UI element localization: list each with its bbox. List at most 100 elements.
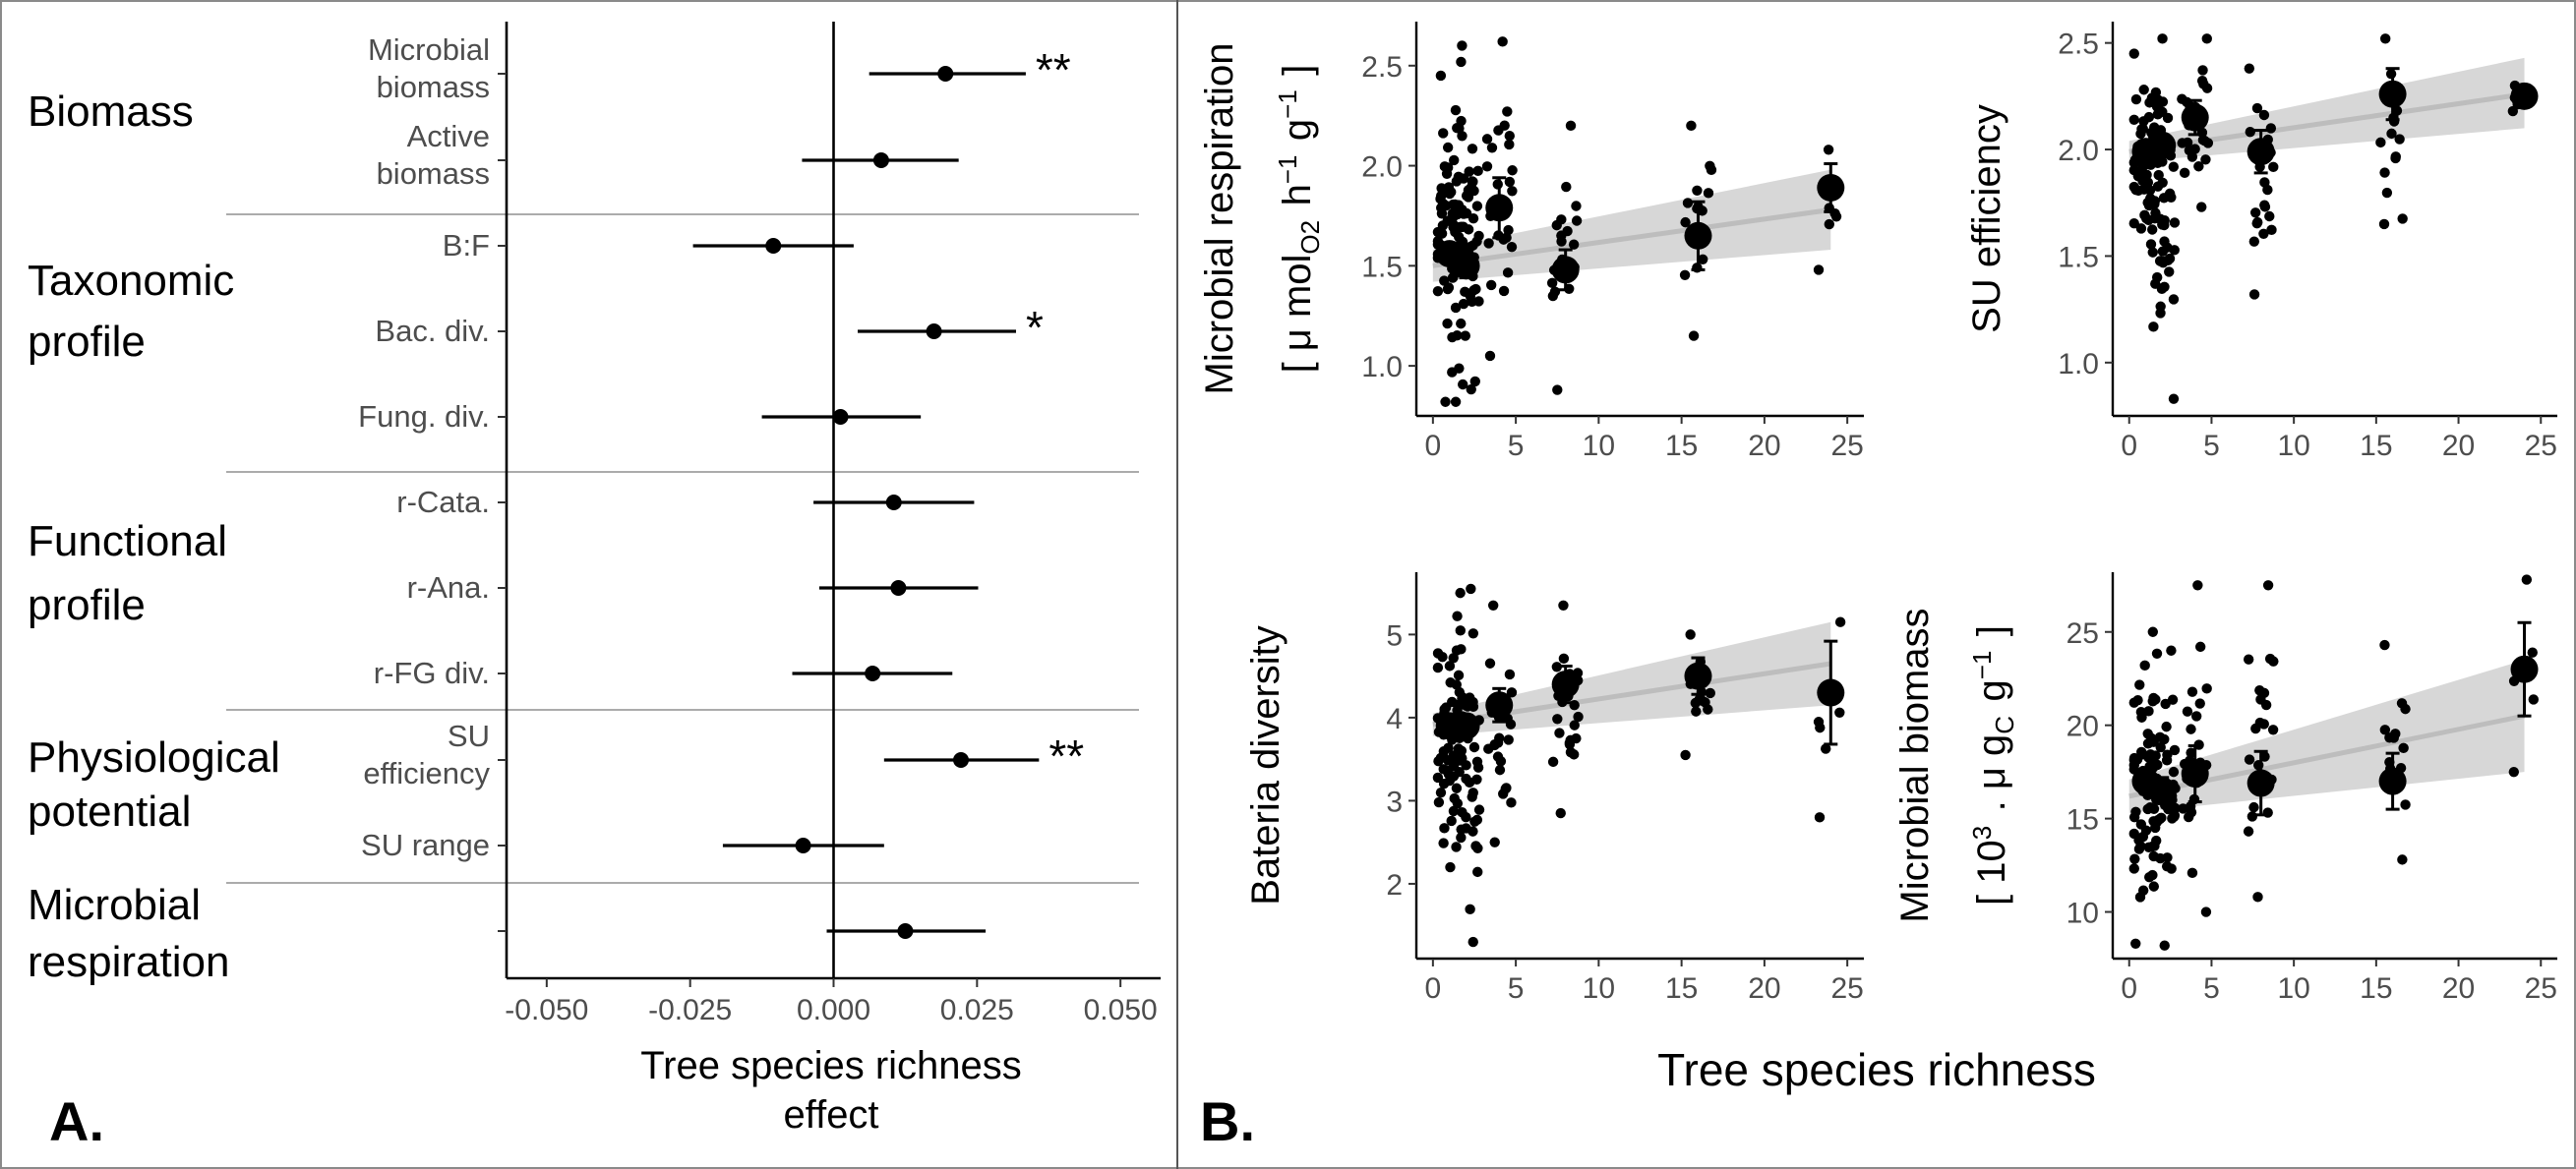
observation-point [1468, 936, 1478, 948]
x-tick-label: 15 [1665, 972, 1698, 1005]
estimate-point [937, 66, 954, 82]
observation-point [2268, 161, 2279, 173]
scatter-panel-4: 0 5 10 15 20 25 10 15 20 25 Microbial biomass [ 103… [1893, 572, 2557, 1005]
observation-point [2155, 741, 2166, 753]
observation-point [1823, 145, 1834, 155]
group-label: respiration [28, 938, 229, 986]
x-tick-label: 15 [2360, 430, 2392, 462]
observation-point [2258, 109, 2270, 121]
group-label: profile [28, 318, 146, 366]
observation-point [2143, 111, 2155, 123]
observation-point [1457, 40, 1468, 51]
row-label: Bac. div. [375, 314, 490, 348]
observation-point [1442, 318, 1453, 329]
observation-point [1456, 832, 1467, 844]
observation-point [2147, 626, 2159, 637]
observation-point [1561, 181, 1572, 193]
group-mean-point [1684, 662, 1712, 690]
observation-point [2138, 171, 2149, 183]
observation-point [1433, 755, 1444, 767]
observation-point [2160, 698, 2171, 710]
group-mean-point [1551, 256, 1580, 284]
observation-point [1552, 384, 1563, 395]
observation-point [1443, 185, 1454, 196]
estimate-point [795, 838, 811, 853]
observation-point [1554, 728, 1565, 738]
row-label: r-Ana. [407, 570, 490, 605]
observation-point [1455, 625, 1466, 636]
observation-point [1571, 215, 1583, 226]
observation-point [1453, 670, 1465, 681]
observation-point [2247, 811, 2258, 822]
group-mean-point [1485, 194, 1514, 222]
y-axis-title: Bateria diversity [1244, 625, 1288, 906]
observation-point [1460, 700, 1471, 711]
observation-point [1458, 298, 1469, 310]
group-mean-point [1551, 671, 1580, 699]
observation-point [1452, 123, 1463, 134]
observation-point [1503, 734, 1514, 745]
observation-point [2243, 654, 2254, 665]
observation-point [2394, 134, 2405, 145]
group-mean-point [2148, 131, 2177, 159]
observation-point [1568, 239, 1580, 250]
observation-point [1834, 616, 1846, 627]
row-label: biomass [377, 70, 490, 104]
observation-point [1453, 743, 1465, 754]
estimate-point [765, 238, 782, 254]
x-tick-label: 20 [2442, 972, 2475, 1005]
observation-point [1688, 330, 1700, 341]
x-tick-label: 10 [2277, 430, 2309, 462]
observation-point [1556, 214, 1567, 225]
y-tick-label: 5 [1386, 619, 1403, 652]
observation-point [2134, 679, 2145, 690]
observation-point [1469, 376, 1480, 387]
group-mean-point [2247, 138, 2275, 166]
observation-point [2197, 65, 2208, 76]
estimate-point [926, 323, 942, 339]
observation-point [2158, 258, 2169, 268]
observation-point [1450, 104, 1462, 116]
observation-point [2168, 393, 2180, 404]
observation-point [2166, 803, 2177, 814]
observation-point [1461, 207, 1472, 219]
observation-point [2135, 223, 2147, 234]
x-tick-label: 5 [2203, 972, 2220, 1005]
x-tick-label: 15 [1665, 430, 1698, 462]
observation-point [2128, 114, 2139, 126]
observation-point [2162, 112, 2174, 124]
observation-point [2262, 184, 2273, 196]
observation-point [1485, 279, 1497, 291]
observation-point [2194, 698, 2205, 709]
x-tick-label: 25 [1830, 430, 1863, 462]
observation-point [2194, 641, 2206, 653]
y-tick-label: 2.5 [1361, 51, 1403, 84]
observation-point [2400, 799, 2411, 810]
estimate-point [890, 580, 907, 596]
observation-point [2388, 732, 2399, 743]
observation-point [2254, 684, 2265, 696]
group-mean-point [1817, 173, 1845, 202]
observation-point [1473, 296, 1484, 307]
observation-point [2200, 906, 2212, 917]
observation-point [2147, 696, 2158, 707]
x-axis-title-line2: effect [783, 1093, 878, 1137]
observation-point [2166, 645, 2177, 656]
estimate-point [897, 923, 914, 939]
group-mean-point [2247, 769, 2275, 797]
group-mean-point [2181, 760, 2209, 789]
observation-point [1679, 269, 1691, 280]
observation-point [1448, 653, 1459, 664]
observation-point [2183, 811, 2194, 823]
y-tick-label: 1.5 [2058, 241, 2099, 273]
observation-point [2379, 639, 2390, 651]
observation-point [1489, 837, 1500, 848]
observation-point [1435, 70, 1447, 82]
observation-point [2248, 801, 2259, 813]
observation-point [1506, 687, 1518, 698]
observation-point [2184, 145, 2195, 156]
group-mean-point [1452, 712, 1480, 740]
observation-point [1451, 176, 1463, 187]
observation-point [1494, 732, 1505, 743]
